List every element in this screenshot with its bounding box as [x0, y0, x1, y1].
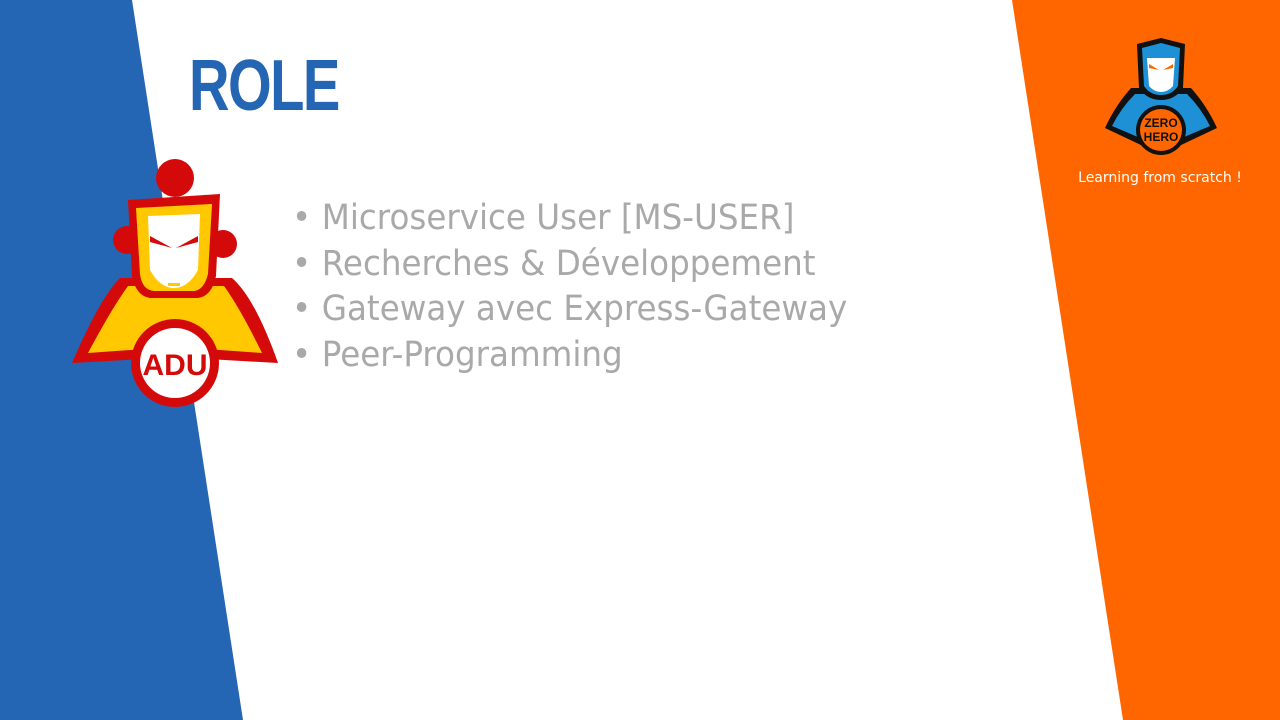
zero-to-hero-logo-icon: ZERO HERO	[1105, 38, 1217, 155]
bullet-text: Recherches & Développement	[321, 243, 816, 284]
bullet-text: Microservice User [MS-USER]	[321, 198, 795, 238]
bullet-text: Gateway avec Express-Gateway	[321, 289, 848, 329]
list-item: • Microservice User [MS-USER]	[292, 196, 847, 242]
slide-title: ROLE	[189, 46, 340, 126]
tagline: Learning from scratch !	[1078, 170, 1242, 186]
list-item: • Peer-Programming	[292, 333, 847, 379]
bullet-text: Peer-Programming	[321, 334, 623, 375]
mascot-badge-text: ADU	[143, 349, 208, 382]
list-item: • Recherches & Développement	[292, 242, 847, 288]
orange-panel	[1012, 0, 1280, 720]
bullet-marker: •	[292, 243, 312, 284]
superhero-mascot-icon: ADU	[72, 159, 278, 407]
bullet-marker: •	[292, 289, 312, 329]
bullet-marker: •	[292, 334, 312, 375]
logo-text-bottom: HERO	[1144, 130, 1179, 144]
role-bullet-list: • Microservice User [MS-USER] • Recherches…	[292, 196, 889, 378]
logo-text-top: ZERO	[1144, 116, 1177, 130]
bullet-marker: •	[292, 198, 312, 238]
list-item: • Gateway avec Express-Gateway	[292, 287, 847, 333]
